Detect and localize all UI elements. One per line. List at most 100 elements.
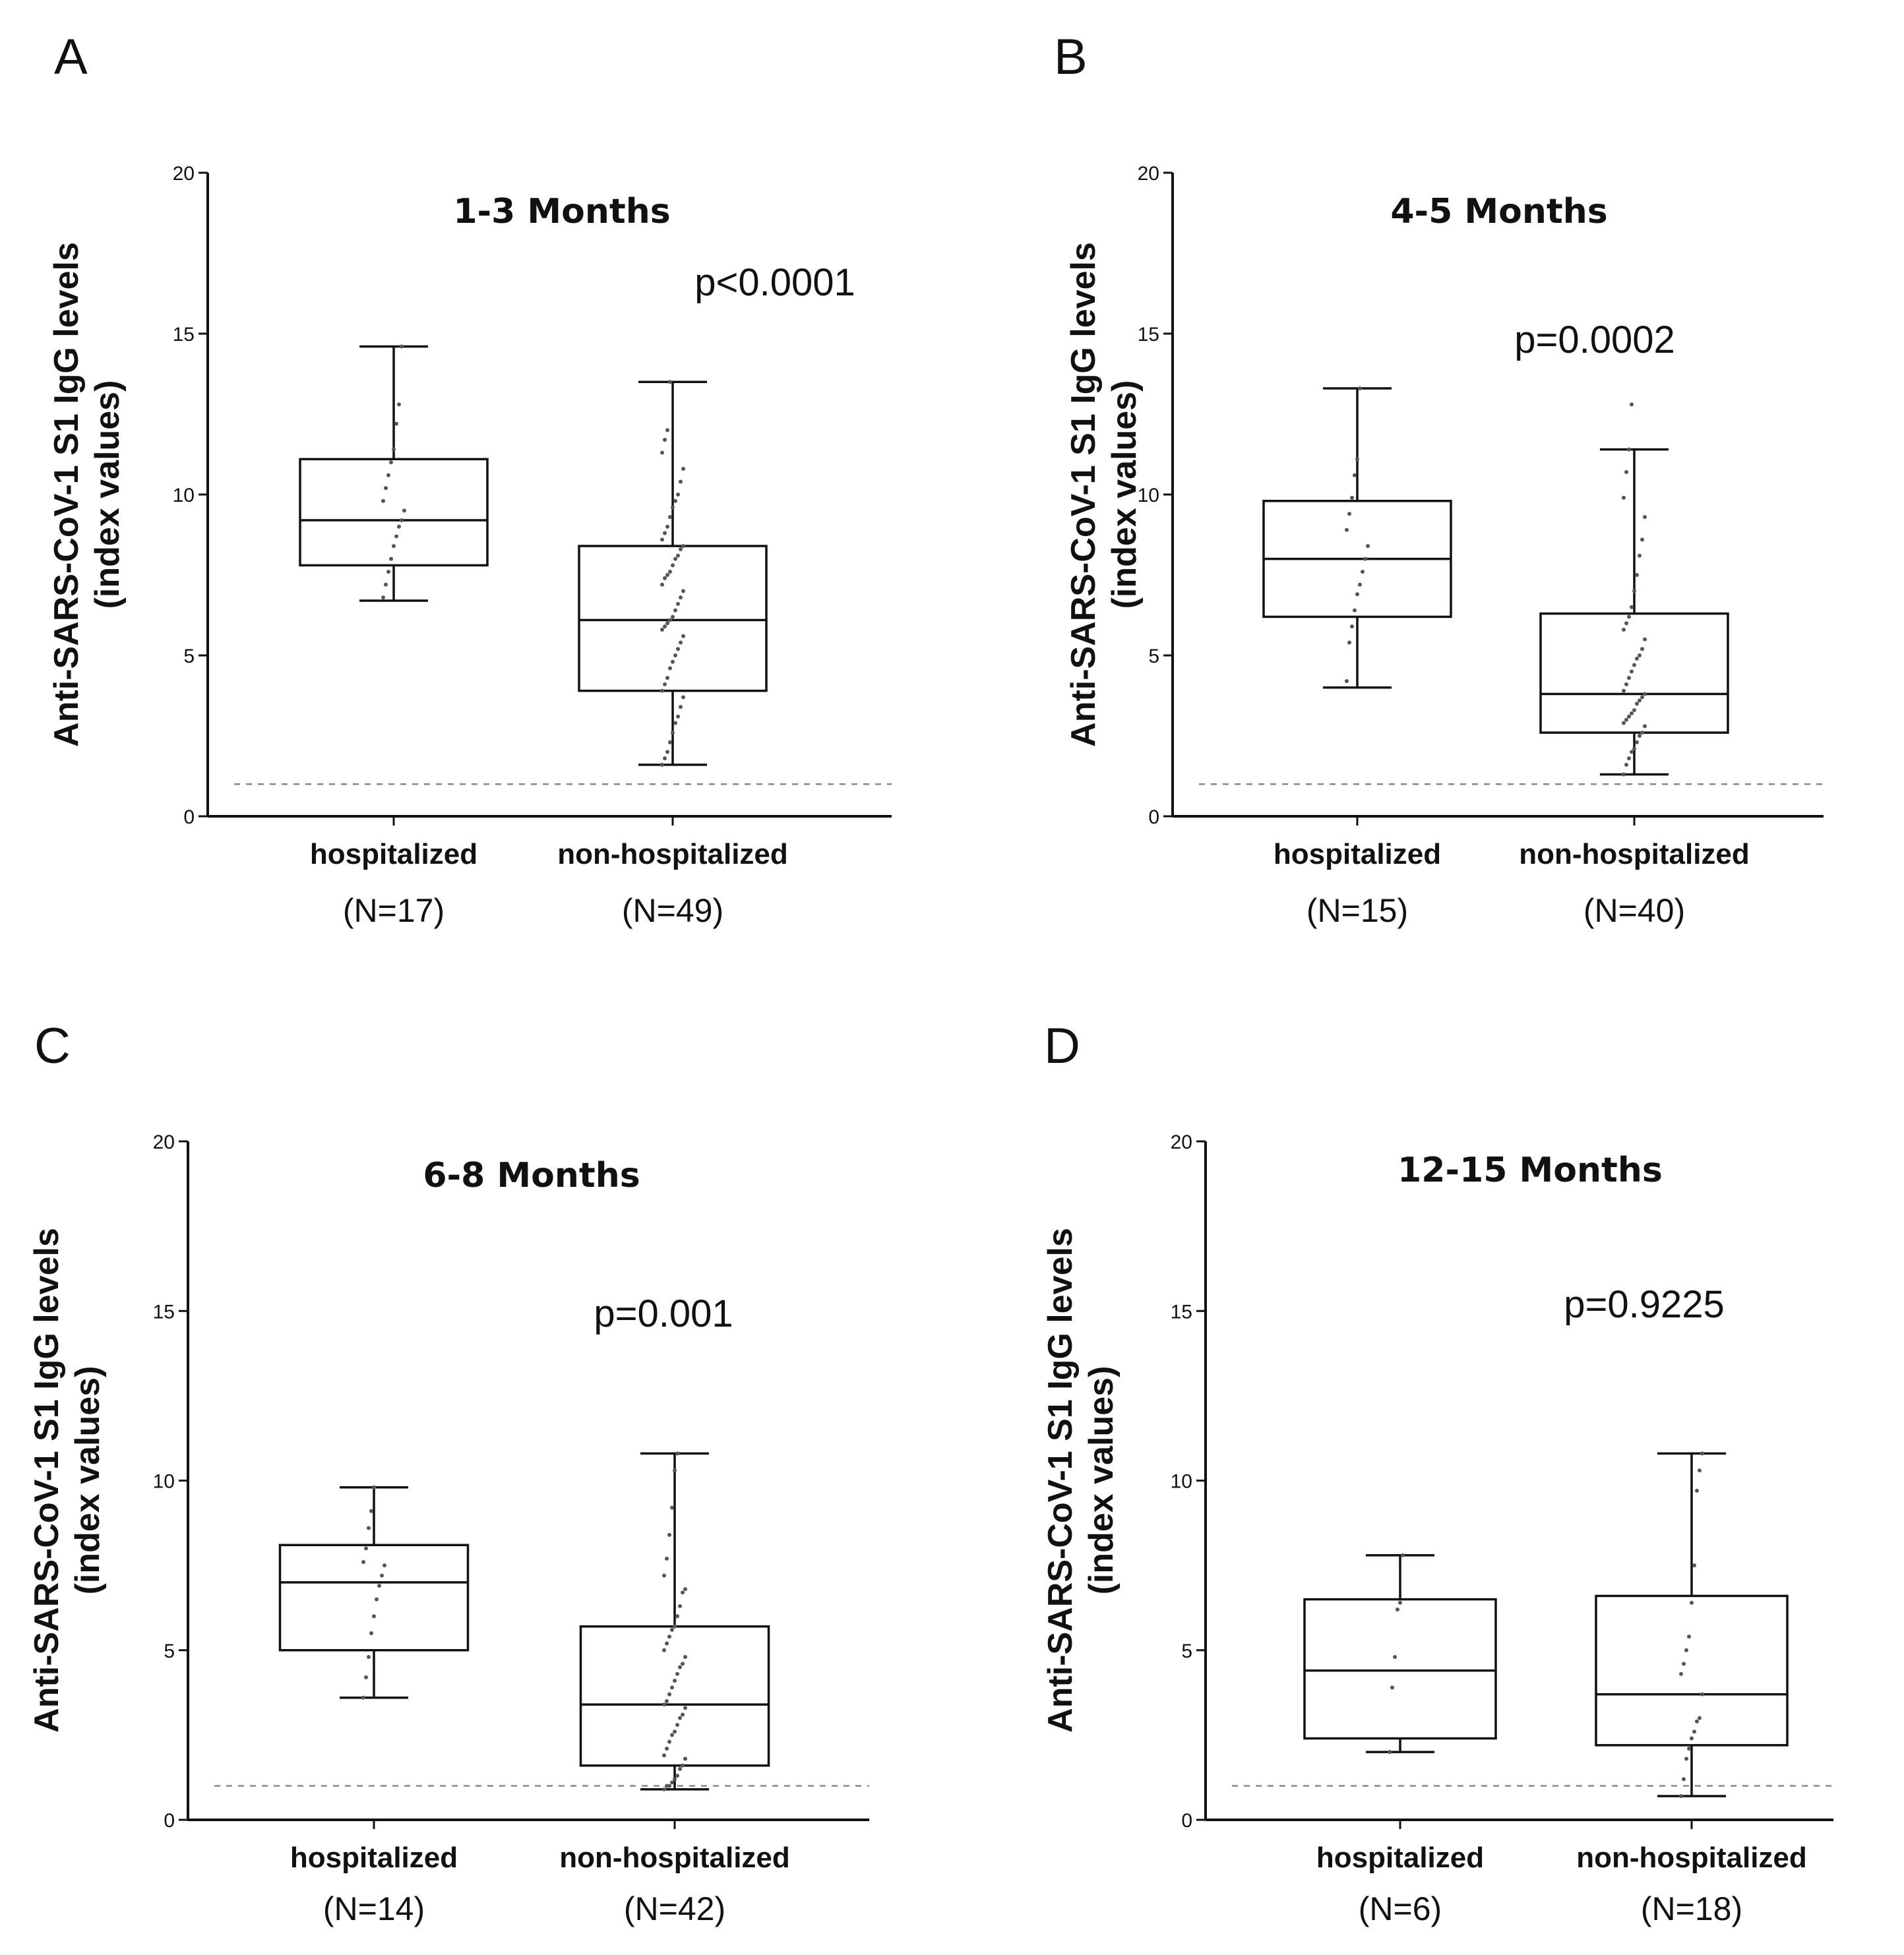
data-point <box>1695 1488 1699 1493</box>
data-point <box>668 618 672 622</box>
data-point <box>1347 512 1351 516</box>
data-point <box>389 460 393 465</box>
data-point <box>660 762 664 767</box>
data-point <box>673 1468 677 1473</box>
category-label: non-hospitalized <box>559 1842 790 1874</box>
sample-size-label: (N=40) <box>1583 892 1685 929</box>
data-point <box>673 1729 677 1734</box>
data-point <box>1684 1648 1688 1652</box>
y-axis-label-line: (index values) <box>1082 1366 1121 1595</box>
data-point <box>1627 615 1631 619</box>
data-point <box>665 1699 669 1703</box>
data-point <box>1398 1600 1402 1605</box>
data-point <box>681 1712 685 1717</box>
data-point <box>1682 1777 1686 1782</box>
data-point <box>671 731 675 735</box>
data-point <box>681 589 685 593</box>
y-tick-label: 5 <box>1148 646 1159 667</box>
data-point <box>1396 1608 1399 1612</box>
data-point <box>377 1583 381 1588</box>
data-point <box>1350 495 1354 500</box>
data-point <box>673 1777 677 1782</box>
data-point <box>364 1546 368 1551</box>
data-point <box>665 1746 669 1751</box>
data-point <box>681 695 685 700</box>
data-point <box>1643 515 1647 520</box>
category-label: hospitalized <box>1316 1842 1484 1874</box>
category-label: non-hospitalized <box>557 838 788 870</box>
y-tick-label: 0 <box>1148 806 1159 828</box>
data-point <box>1690 1600 1694 1605</box>
data-point <box>361 1695 365 1700</box>
y-tick-label: 15 <box>173 324 195 346</box>
data-point <box>372 1614 376 1619</box>
data-point <box>676 647 680 651</box>
data-point <box>383 1563 386 1568</box>
y-axis-label-line: Anti-SARS-CoV-1 S1 IgG levels <box>1041 1228 1080 1733</box>
data-point <box>386 473 390 477</box>
data-point <box>1630 402 1634 407</box>
y-axis-label: Anti-SARS-CoV-1 S1 IgG levels(index valu… <box>47 242 127 747</box>
data-point <box>1635 656 1639 661</box>
data-point <box>392 544 396 549</box>
data-point <box>663 624 667 629</box>
data-point <box>1355 592 1359 597</box>
data-point <box>671 659 675 664</box>
data-point <box>384 486 388 491</box>
category-label: non-hospitalized <box>1576 1842 1807 1874</box>
data-point <box>1630 711 1634 715</box>
data-point <box>663 438 667 442</box>
data-point <box>673 1679 677 1683</box>
data-point <box>369 1509 373 1513</box>
data-point <box>1640 695 1644 700</box>
data-point <box>670 1733 674 1737</box>
data-point <box>671 505 675 510</box>
data-point <box>380 1573 384 1578</box>
data-point <box>386 570 390 574</box>
iqr-box <box>1595 1594 1789 1747</box>
data-point <box>665 524 669 529</box>
data-point <box>681 1662 685 1666</box>
y-axis-label-line: Anti-SARS-CoV-1 S1 IgG levels <box>1064 242 1103 747</box>
data-point <box>1643 692 1647 696</box>
sample-size-label: (N=15) <box>1306 892 1408 929</box>
data-point <box>1358 386 1362 390</box>
data-point <box>1630 605 1634 609</box>
data-point <box>662 1787 666 1791</box>
sample-size-label: (N=17) <box>343 892 445 929</box>
y-tick-label: 10 <box>173 485 195 506</box>
data-point <box>1632 707 1636 712</box>
data-point <box>1622 495 1626 500</box>
data-point <box>663 756 667 761</box>
data-point <box>1627 676 1631 680</box>
y-tick-label: 10 <box>1171 1471 1192 1493</box>
data-point <box>660 582 664 587</box>
data-point <box>667 1739 671 1744</box>
data-point <box>1679 1793 1683 1798</box>
y-tick-label: 5 <box>1181 1640 1192 1662</box>
data-point <box>670 1505 674 1510</box>
data-point <box>668 740 672 744</box>
data-point <box>671 615 675 619</box>
data-point <box>1635 740 1639 744</box>
data-point <box>361 1559 365 1564</box>
data-point <box>679 705 683 709</box>
data-point <box>1698 1716 1702 1720</box>
data-point <box>1624 682 1628 686</box>
data-point <box>673 498 677 503</box>
data-point <box>665 621 669 626</box>
data-point <box>662 1702 666 1707</box>
data-point <box>681 544 685 549</box>
box-non-hospitalized <box>578 380 768 767</box>
y-tick-label: 0 <box>1181 1810 1192 1832</box>
panel-letter: C <box>34 1018 71 1074</box>
data-point <box>678 1665 682 1669</box>
data-point <box>662 1648 666 1652</box>
data-point <box>681 1590 685 1595</box>
data-point <box>1698 1468 1702 1473</box>
data-point <box>665 428 669 433</box>
box-non-hospitalized <box>1595 1451 1789 1798</box>
y-axis-label-line: (index values) <box>69 1366 107 1595</box>
data-point <box>1635 702 1639 706</box>
data-point <box>673 556 677 561</box>
